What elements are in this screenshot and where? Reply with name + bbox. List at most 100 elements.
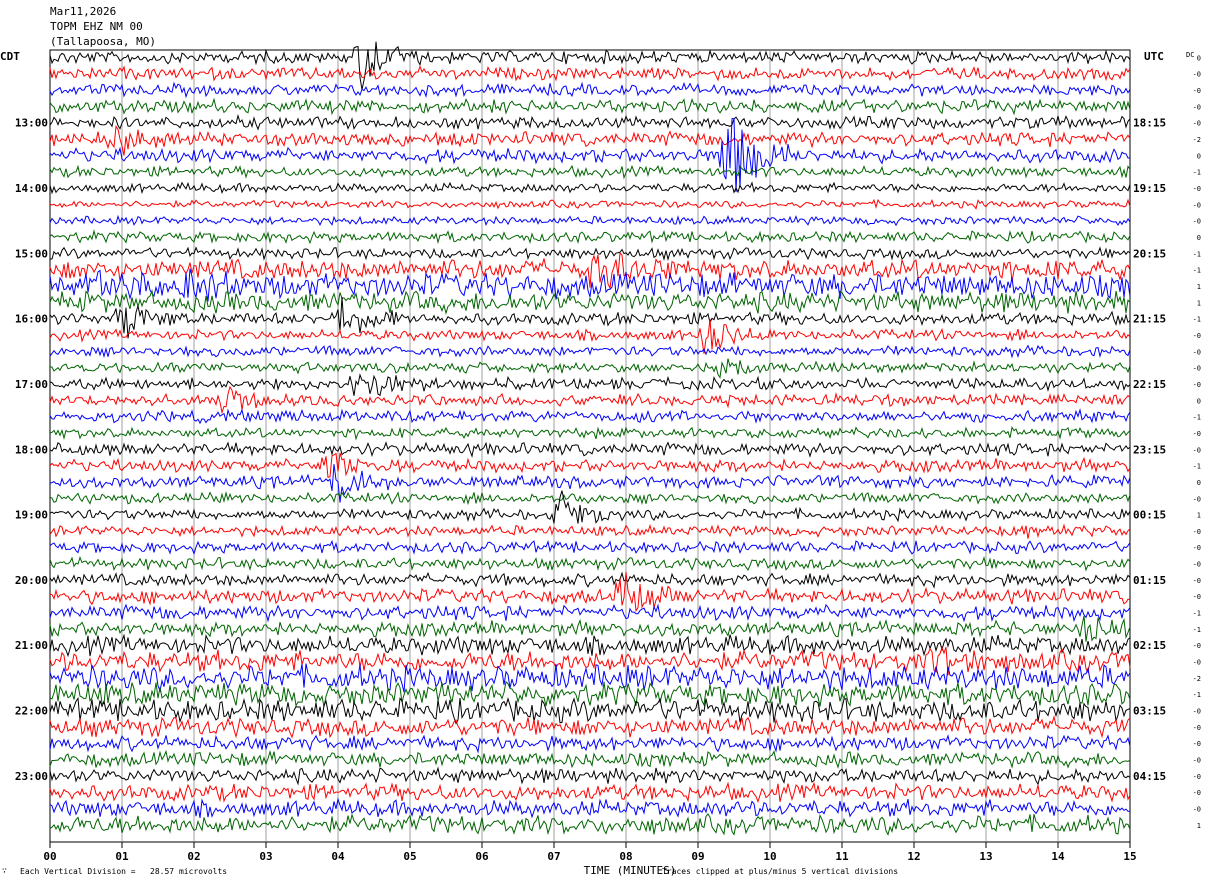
- x-tick-label: 02: [187, 850, 200, 863]
- seismogram-trace: [49, 539, 1131, 556]
- seismogram-trace: [49, 680, 1131, 708]
- dc-offset-label: -2: [1193, 136, 1201, 144]
- dc-offset-label: -0: [1193, 773, 1201, 781]
- dc-offset-label: -0: [1193, 740, 1201, 748]
- x-tick-label: 07: [547, 850, 560, 863]
- dc-offset-label: -1: [1193, 626, 1201, 634]
- dc-offset-label: -0: [1193, 708, 1201, 716]
- right-hour-label: 04:15: [1133, 770, 1166, 783]
- right-hour-label: 02:15: [1133, 639, 1166, 652]
- seismogram-trace: [49, 696, 1131, 725]
- x-tick-label: 06: [475, 850, 489, 863]
- seismogram-trace: [49, 251, 1131, 290]
- seismogram-trace: [49, 81, 1131, 99]
- right-hour-label: 23:15: [1133, 443, 1166, 456]
- seismogram-trace: [49, 452, 1131, 479]
- seismogram-trace: [49, 571, 1131, 589]
- dc-offset-label: -0: [1193, 577, 1201, 585]
- seismogram-trace: [49, 464, 1131, 503]
- clip-note: Traces clipped at plus/minus 5 vertical …: [662, 867, 899, 876]
- dc-offset-label: -0: [1193, 71, 1201, 79]
- dc-label: DC: [1186, 51, 1194, 59]
- dc-offset-label: -0: [1193, 348, 1201, 356]
- dc-offset-label: -0: [1193, 87, 1201, 95]
- x-tick-label: 08: [619, 850, 632, 863]
- seismogram-trace: [49, 65, 1131, 82]
- left-hour-label: 16:00: [15, 313, 48, 326]
- seismogram-trace: [49, 296, 1131, 339]
- location-label: (Tallapoosa, MO): [50, 35, 156, 48]
- dc-offset-label: 0: [1197, 234, 1201, 242]
- dc-offset-label: 0: [1197, 152, 1201, 160]
- right-hour-label: 21:15: [1133, 313, 1166, 326]
- seismogram-trace: [49, 344, 1131, 359]
- x-tick-label: 04: [331, 850, 345, 863]
- seismogram-trace: [49, 490, 1131, 524]
- seismogram-trace: [49, 646, 1131, 676]
- dc-offset-label: -0: [1193, 185, 1201, 193]
- seismogram-trace: [49, 766, 1131, 786]
- seismogram-trace: [49, 571, 1131, 613]
- dc-offset-label: 0: [1197, 397, 1201, 405]
- seismogram-trace: [49, 118, 1131, 193]
- seismogram-trace: [49, 268, 1131, 302]
- x-axis-title: TIME (MINUTES): [584, 864, 677, 877]
- seismogram-trace: [49, 633, 1131, 658]
- seismogram-trace: [49, 555, 1131, 572]
- seismogram-trace: [49, 714, 1131, 739]
- right-timezone-label: UTC: [1144, 50, 1164, 63]
- seismogram-trace: [49, 385, 1131, 415]
- scale-note: Each Vertical Division = 28.57 microvolt…: [20, 867, 228, 876]
- x-tick-label: 10: [763, 850, 776, 863]
- dc-offset-label: -0: [1193, 561, 1201, 569]
- dc-offset-label: -0: [1193, 789, 1201, 797]
- date-label: Mar11,2026: [50, 5, 117, 18]
- left-hour-label: 21:00: [15, 639, 48, 652]
- corner-mark: ∵: [2, 866, 7, 875]
- dc-offset-label: 0: [1197, 479, 1201, 487]
- dc-offset-label: -0: [1193, 806, 1201, 814]
- seismogram-trace: [49, 246, 1131, 262]
- seismogram-trace: [49, 749, 1131, 769]
- seismogram-trace: [49, 523, 1131, 539]
- seismogram-trace: [49, 734, 1131, 754]
- dc-offset-label: -2: [1193, 675, 1201, 683]
- dc-offset-label: -0: [1193, 593, 1201, 601]
- right-hour-label: 22:15: [1133, 378, 1166, 391]
- dc-offset-label: -0: [1193, 757, 1201, 765]
- seismogram-trace: [49, 358, 1131, 379]
- dc-offset-label: -0: [1193, 528, 1201, 536]
- seismogram-trace: [49, 491, 1131, 506]
- right-hour-label: 19:15: [1133, 182, 1166, 195]
- x-tick-label: 03: [259, 850, 272, 863]
- dc-offset-label: -1: [1193, 463, 1201, 471]
- seismogram-trace: [49, 97, 1131, 116]
- seismogram-trace: [49, 318, 1131, 354]
- left-hour-label: 23:00: [15, 770, 48, 783]
- dc-offset-label: -0: [1193, 642, 1201, 650]
- dc-offset-label: 0: [1197, 54, 1201, 62]
- dc-offset-label: -1: [1193, 267, 1201, 275]
- seismogram-trace: [49, 797, 1131, 819]
- station-header: Mar11,2026 TOPM EHZ NM 00 (Tallapoosa, MO): [50, 4, 156, 49]
- x-tick-label: 09: [691, 850, 704, 863]
- dc-offset-label: -0: [1193, 120, 1201, 128]
- dc-offset-label: -0: [1193, 201, 1201, 209]
- seismogram-trace: [49, 125, 1131, 156]
- plot-frame: [49, 49, 1131, 843]
- dc-offset-label: -0: [1193, 544, 1201, 552]
- seismogram-trace: [49, 113, 1131, 131]
- seismogram-trace: [49, 288, 1131, 315]
- dc-offset-label: 1: [1197, 512, 1201, 520]
- left-hour-label: 20:00: [15, 574, 48, 587]
- x-tick-label: 11: [835, 850, 849, 863]
- seismogram-trace: [49, 408, 1131, 425]
- seismogram-trace: [49, 615, 1131, 642]
- dc-offset-label: -0: [1193, 495, 1201, 503]
- dc-offset-label: -0: [1193, 724, 1201, 732]
- dc-offset-label: 1: [1197, 299, 1201, 307]
- dc-offset-label: -0: [1193, 365, 1201, 373]
- seismogram-trace: [49, 181, 1131, 195]
- seismogram-trace: [49, 663, 1131, 693]
- dc-offset-label: -0: [1193, 446, 1201, 454]
